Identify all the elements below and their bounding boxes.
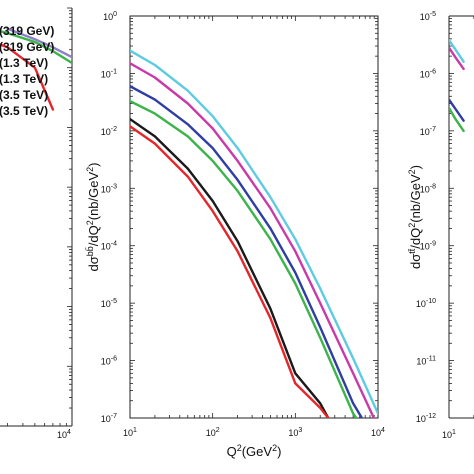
right-panel-series — [449, 38, 465, 133]
y-tick-label: 10-6 — [420, 68, 436, 79]
y-tick-label: 10-10 — [416, 298, 436, 309]
y-tick-label: 10-6 — [101, 356, 117, 367]
series-line — [130, 125, 330, 418]
x-tick-label: 101 — [123, 427, 137, 438]
series-line — [130, 49, 378, 415]
y-tick-label: 10-11 — [416, 356, 436, 367]
y-tick-label: 10-2 — [101, 126, 117, 137]
y-tick-label: 10-3 — [101, 183, 117, 194]
series-line — [0, 29, 72, 65]
y-tick-label: 100 — [103, 11, 117, 22]
middle-panel: 101 102 103 104 10-710-610-510-410-310-210-… — [85, 11, 385, 459]
left-x-tick-label: 104 — [57, 429, 71, 440]
middle-plot-frame — [129, 15, 379, 419]
series-line — [130, 84, 364, 418]
right-panel-ticks — [448, 15, 474, 419]
series-line — [449, 106, 465, 133]
right-y-axis-title: dσtt̄/dQ2(nb/GeV2) — [407, 165, 423, 269]
middle-panel-series — [130, 49, 378, 418]
legend-entry: (1.3 TeV) — [0, 56, 48, 70]
y-tick-label: 10-5 — [420, 11, 436, 22]
middle-y-tick-labels: 10-7 10-6 10-5 10-4 10-3 10-2 10-1 100 — [101, 11, 117, 424]
middle-panel-ticks — [129, 15, 379, 419]
left-panel-series — [0, 27, 72, 111]
middle-x-tick-labels: 101 102 103 104 — [123, 427, 385, 438]
series-line — [449, 46, 465, 71]
middle-x-axis-title: Q2(GeV2) — [227, 443, 282, 459]
legend: (319 GeV) (319 GeV) (1.3 TeV) (1.3 TeV) … — [0, 24, 54, 118]
series-line — [6, 27, 72, 59]
legend-entry: (319 GeV) — [0, 40, 54, 54]
x-tick-label: 102 — [206, 427, 220, 438]
legend-entry: (3.5 TeV) — [0, 104, 48, 118]
middle-y-axis-title: dσbb̄/dQ2(nb/GeV2) — [85, 162, 101, 271]
series-line — [130, 117, 330, 418]
y-tick-label: 10-1 — [101, 68, 117, 79]
legend-entry: (319 GeV) — [0, 24, 54, 38]
y-tick-label: 10-9 — [420, 241, 436, 252]
y-tick-label: 10-7 — [101, 413, 117, 424]
series-line — [0, 43, 55, 111]
y-tick-label: 10-8 — [420, 183, 436, 194]
y-tick-label: 10-5 — [101, 298, 117, 309]
left-panel-ticks — [7, 7, 73, 427]
left-panel: 104 (319 GeV) (319 GeV) (1.3 TeV) (1.3 T… — [0, 7, 73, 440]
series-line — [130, 62, 376, 418]
series-line — [449, 38, 465, 63]
y-tick-label: 10-12 — [416, 413, 436, 424]
series-line — [449, 98, 465, 122]
right-y-tick-labels: 10-12 10-11 10-10 10-9 10-8 10-7 10-6 10-5 — [416, 11, 436, 424]
series-line — [130, 99, 358, 418]
x-tick-label: 104 — [371, 427, 385, 438]
y-tick-label: 10-4 — [101, 241, 117, 252]
right-x-tick-label: 101 — [442, 429, 456, 440]
legend-entry: (1.3 TeV) — [0, 72, 48, 86]
y-tick-label: 10-7 — [420, 126, 436, 137]
legend-entry: (3.5 TeV) — [0, 88, 48, 102]
x-tick-label: 103 — [288, 427, 302, 438]
